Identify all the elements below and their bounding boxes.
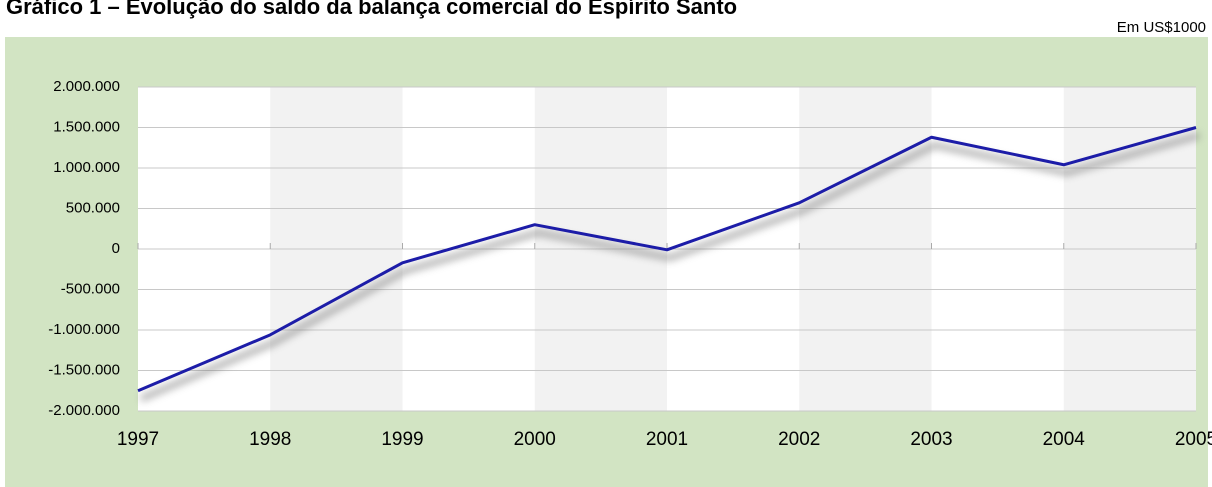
x-tick-label: 2002 (778, 429, 820, 450)
chart-title: Gráfico 1 – Evolução do saldo da balança… (6, 0, 737, 19)
y-tick-label: -1.000.000 (48, 321, 120, 338)
y-tick-label: -1.500.000 (48, 361, 120, 378)
x-tick-label: 2005 (1175, 429, 1212, 450)
y-tick-label: -2.000.000 (48, 402, 120, 419)
y-tick-label: -500.000 (61, 280, 120, 297)
line-shadow (139, 132, 1200, 402)
y-tick-label: 1.500.000 (53, 118, 120, 135)
y-tick-label: 1.000.000 (53, 159, 120, 176)
x-tick-label: 2001 (646, 429, 688, 450)
y-tick-label: 500.000 (66, 199, 120, 216)
x-tick-label: 2004 (1043, 429, 1086, 450)
y-tick-label: 2.000.000 (53, 78, 120, 95)
subtitle: Em US$1000 (1117, 19, 1206, 36)
x-tick-label: 1997 (117, 429, 159, 450)
y-tick-label: 0 (112, 240, 120, 257)
x-tick-label: 1999 (381, 429, 423, 450)
x-tick-label: 2000 (514, 429, 556, 450)
x-tick-label: 1998 (249, 429, 291, 450)
series-line (137, 126, 1197, 393)
x-tick-label: 2003 (910, 429, 952, 450)
